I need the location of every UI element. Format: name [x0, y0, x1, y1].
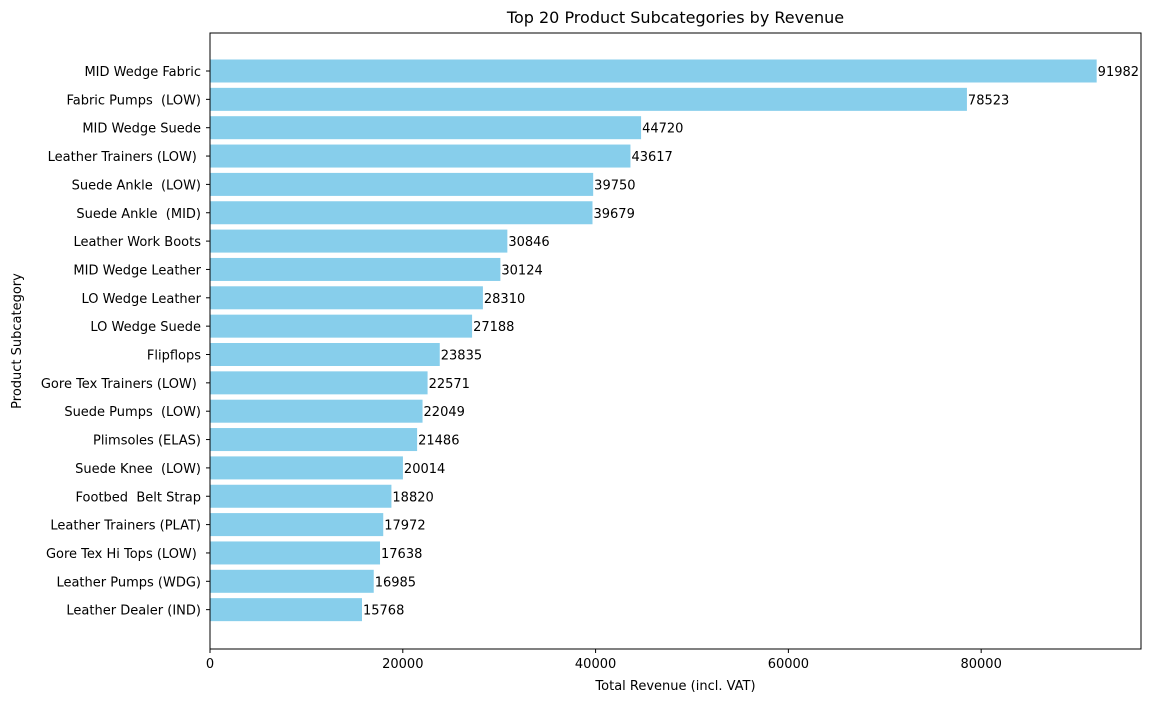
y-tick-label: Leather Trainers (PLAT) [50, 519, 201, 534]
x-tick-label: 0 [206, 657, 214, 672]
y-tick-label: LO Wedge Leather [81, 292, 201, 307]
y-tick-label: Gore Tex Hi Tops (LOW) [46, 547, 201, 562]
bar-value-label: 17638 [381, 547, 422, 562]
x-tick-label: 20000 [382, 657, 423, 672]
bar-value-label: 16985 [375, 575, 416, 590]
bar [210, 116, 642, 140]
bar [210, 569, 374, 593]
bar-value-label: 22571 [429, 377, 470, 392]
bar [210, 201, 593, 225]
y-tick-label: MID Wedge Suede [82, 122, 201, 137]
bar [210, 59, 1097, 83]
bar [210, 286, 483, 310]
bar [210, 257, 501, 281]
x-tick-label: 40000 [575, 657, 616, 672]
bar [210, 428, 418, 452]
x-tick-label: 60000 [768, 657, 809, 672]
bar [210, 87, 967, 111]
y-tick-label: Leather Trainers (LOW) [48, 150, 201, 165]
bar-value-label: 28310 [484, 292, 525, 307]
y-tick-label: Footbed Belt Strap [76, 490, 201, 505]
bar-value-label: 39679 [593, 207, 634, 222]
bar-value-label: 91982 [1098, 65, 1139, 80]
bar-value-label: 30846 [508, 235, 549, 250]
bar [210, 172, 594, 196]
y-tick-label: Flipflops [147, 349, 201, 364]
bar-value-label: 43617 [631, 150, 672, 165]
y-tick-label: LO Wedge Suede [90, 320, 201, 335]
plot-frame [209, 32, 1142, 650]
bar [210, 399, 423, 423]
data-labels-layer: 91982 78523 44720 43617 39750 39679 30846 30124… [363, 65, 1139, 619]
bar [210, 144, 631, 168]
bar-value-label: 44720 [642, 122, 683, 137]
x-axis-ticks: 0 20000 40000 60000 80000 [206, 649, 1002, 672]
bar-value-label: 15768 [363, 604, 404, 619]
bar-value-label: 30124 [501, 263, 542, 278]
y-tick-label: Suede Knee (LOW) [75, 462, 201, 477]
bar-value-label: 21486 [418, 434, 459, 449]
y-tick-label: MID Wedge Leather [73, 263, 201, 278]
y-tick-label: Plimsoles (ELAS) [93, 434, 201, 449]
y-axis-title: Product Subcategory [10, 273, 25, 409]
bar [210, 314, 473, 338]
bar-value-label: 20014 [404, 462, 445, 477]
y-tick-label: Leather Dealer (IND) [66, 604, 201, 619]
bar [210, 541, 381, 565]
bar-value-label: 23835 [441, 349, 482, 364]
y-tick-label: Suede Pumps (LOW) [64, 405, 201, 420]
bar [210, 456, 403, 480]
y-tick-label: Gore Tex Trainers (LOW) [41, 377, 201, 392]
y-tick-label: Leather Pumps (WDG) [56, 575, 201, 590]
bar [210, 343, 440, 366]
y-tick-label: Suede Ankle (MID) [76, 207, 201, 222]
chart-title: Top 20 Product Subcategories by Revenue [506, 8, 844, 27]
y-tick-label: Fabric Pumps (LOW) [66, 93, 201, 108]
bar [210, 484, 392, 508]
y-tick-label: Suede Ankle (LOW) [72, 178, 201, 193]
x-tick-label: 80000 [960, 657, 1001, 672]
bar-value-label: 22049 [424, 405, 465, 420]
bar-value-label: 27188 [473, 320, 514, 335]
bar [210, 229, 508, 253]
y-tick-label: Leather Work Boots [73, 235, 201, 250]
y-tick-label: MID Wedge Fabric [84, 65, 201, 80]
bar-value-label: 39750 [594, 178, 635, 193]
bar-value-label: 18820 [392, 490, 433, 505]
bar [210, 513, 384, 537]
bar [210, 598, 362, 622]
x-axis-title: Total Revenue (incl. VAT) [594, 679, 755, 694]
bar [210, 371, 428, 395]
y-axis-ticks: MID Wedge Fabric Fabric Pumps (LOW) MID We… [41, 65, 210, 619]
bar-value-label: 17972 [384, 519, 425, 534]
bar-value-label: 78523 [968, 93, 1009, 108]
bars-layer [210, 59, 1097, 622]
